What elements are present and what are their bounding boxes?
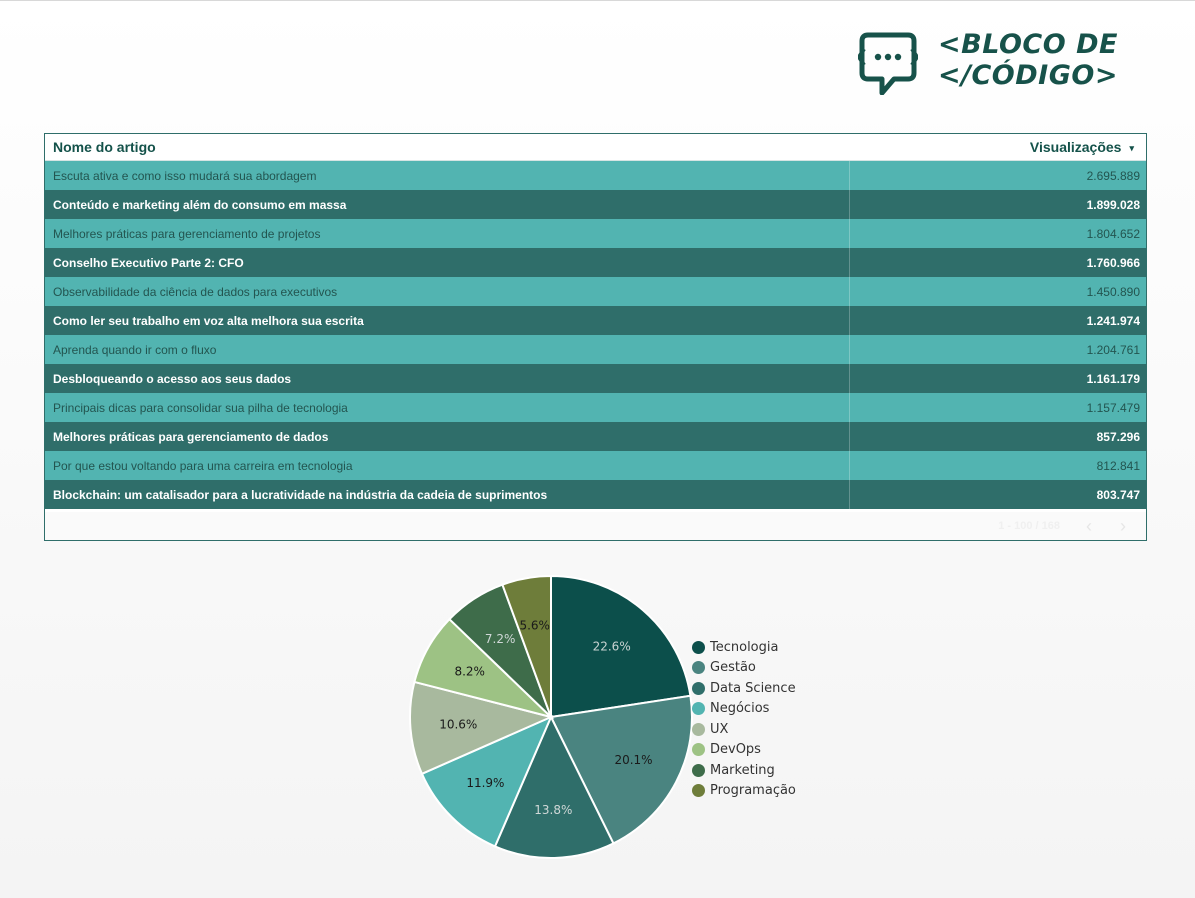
views-cell: 1.804.652 [849,219,1146,248]
table-row[interactable]: Conteúdo e marketing além do consumo em … [45,190,1146,219]
next-page-icon[interactable]: › [1120,515,1126,536]
pie-slice-label: 10.6% [439,718,477,732]
views-cell: 2.695.889 [849,161,1146,190]
table-row[interactable]: Melhores práticas para gerenciamento de … [45,219,1146,248]
column-header-name[interactable]: Nome do artigo [53,139,156,155]
article-name-cell: Conteúdo e marketing além do consumo em … [53,197,347,212]
table-row[interactable]: Principais dicas para consolidar sua pil… [45,393,1146,422]
sort-desc-icon[interactable]: ▾ [1129,142,1134,153]
pie-slice-neg-cios[interactable] [420,715,553,848]
table-row[interactable]: Por que estou voltando para uma carreira… [45,451,1146,480]
logo-line-2: </CÓDIGO> [938,60,1118,91]
table-row[interactable]: Aprenda quando ir com o fluxo 1.204.761 [45,335,1146,364]
legend-label: Gestão [710,660,756,676]
legend-label: Marketing [710,762,775,778]
pagination-text: 1 - 100 / 168 [998,520,1060,532]
views-cell: 1.450.890 [849,277,1146,306]
pie-slice-label: 22.6% [593,639,631,653]
pie-slice-label: 20.1% [614,753,652,767]
legend-item[interactable]: Negócios [692,699,796,720]
chat-code-icon [858,32,918,95]
article-name-cell: Observabilidade da ciência de dados para… [53,284,338,299]
article-name-cell: Melhores práticas para gerenciamento de … [53,429,329,444]
legend-item[interactable]: Marketing [692,760,796,781]
table-row[interactable]: Blockchain: um catalisador para a lucrat… [45,480,1146,509]
pie-slice-label: 7.2% [485,632,516,646]
legend-item[interactable]: Programação [692,781,796,802]
legend-swatch [692,784,705,798]
table-row[interactable]: Melhores práticas para gerenciamento de … [45,422,1146,451]
views-cell: 803.747 [849,480,1146,509]
legend-label: UX [710,721,729,737]
article-name-cell: Principais dicas para consolidar sua pil… [53,400,348,415]
category-pie-chart: 22.6% 20.1% 13.8% 11.9% 10.6% 8.2% 7.2%5.6% [409,574,693,859]
logo-text: <BLOCO DE </CÓDIGO> [938,29,1118,91]
pie-slice-programa-o[interactable] [501,574,552,718]
pie-slice-data-science[interactable] [493,714,615,859]
legend-label: DevOps [710,742,761,758]
table-row[interactable]: Desbloqueando o acesso aos seus dados 1.1… [45,364,1146,393]
article-name-cell: Como ler seu trabalho em voz alta melhor… [53,313,364,328]
column-header-views-label: Visualizações [1029,139,1122,155]
table-footer: 1 - 100 / 168 ‹ › [45,512,1146,540]
views-cell: 857.296 [849,422,1146,451]
article-name-cell: Blockchain: um catalisador para a lucrat… [53,487,548,502]
views-cell: 1.899.028 [849,190,1146,219]
table-row[interactable]: Observabilidade da ciência de dados para… [45,277,1146,306]
logo-line-1: <BLOCO DE [938,29,1118,60]
article-name-cell: Conselho Executivo Parte 2: CFO [53,255,244,270]
legend-item[interactable]: DevOps [692,740,796,761]
pie-slice-ux[interactable] [409,680,555,776]
legend-item[interactable]: Data Science [692,678,796,699]
legend-swatch [692,661,705,675]
legend-swatch [692,743,705,757]
legend-item[interactable]: Tecnologia [692,637,796,658]
column-header-views[interactable]: Visualizações ▾ [850,139,1146,155]
pie-slice-label: 11.9% [466,776,504,790]
legend-item[interactable]: UX [692,719,796,740]
pie-slice-label: 13.8% [534,803,572,817]
views-cell: 1.161.179 [849,364,1146,393]
table-row[interactable]: Escuta ativa e como isso mudará sua abor… [45,161,1146,190]
pie-slice-label: 5.6% [519,618,550,632]
views-cell: 1.241.974 [849,306,1146,335]
articles-table: Nome do artigo Visualizações ▾ Escuta ati… [44,133,1147,541]
pie-slice-gest-o[interactable] [549,694,693,845]
legend-label: Negócios [710,701,770,717]
article-name-cell: Escuta ativa e como isso mudará sua abor… [53,168,317,183]
table-header: Nome do artigo Visualizações ▾ [45,134,1146,161]
legend-item[interactable]: Gestão [692,658,796,679]
legend-swatch [692,681,705,695]
legend-swatch [692,763,705,777]
views-cell: 1.760.966 [849,248,1146,277]
table-body: Escuta ativa e como isso mudará sua abor… [45,161,1146,509]
pie-slice-tecnologia[interactable] [550,574,692,719]
article-name-cell: Aprenda quando ir com o fluxo [53,342,217,357]
views-cell: 1.157.479 [849,393,1146,422]
logo: <BLOCO DE </CÓDIGO> [858,29,1128,99]
legend-label: Data Science [710,680,796,696]
legend-swatch [692,640,705,654]
chart-legend: Tecnologia Gestão Data Science Negócios UX De… [692,637,796,801]
legend-swatch [692,722,705,736]
legend-swatch [692,702,705,716]
views-cell: 812.841 [849,451,1146,480]
legend-label: Tecnologia [710,639,779,655]
prev-page-icon[interactable]: ‹ [1086,515,1092,536]
table-row[interactable]: Como ler seu trabalho em voz alta melhor… [45,306,1146,335]
article-name-cell: Desbloqueando o acesso aos seus dados [53,371,292,386]
article-name-cell: Melhores práticas para gerenciamento de … [53,226,321,241]
table-row[interactable]: Conselho Executivo Parte 2: CFO 1.760.966 [45,248,1146,277]
legend-label: Programação [710,783,796,799]
article-name-cell: Por que estou voltando para uma carreira… [53,458,353,473]
views-cell: 1.204.761 [849,335,1146,364]
pie-slice-label: 8.2% [454,665,485,679]
